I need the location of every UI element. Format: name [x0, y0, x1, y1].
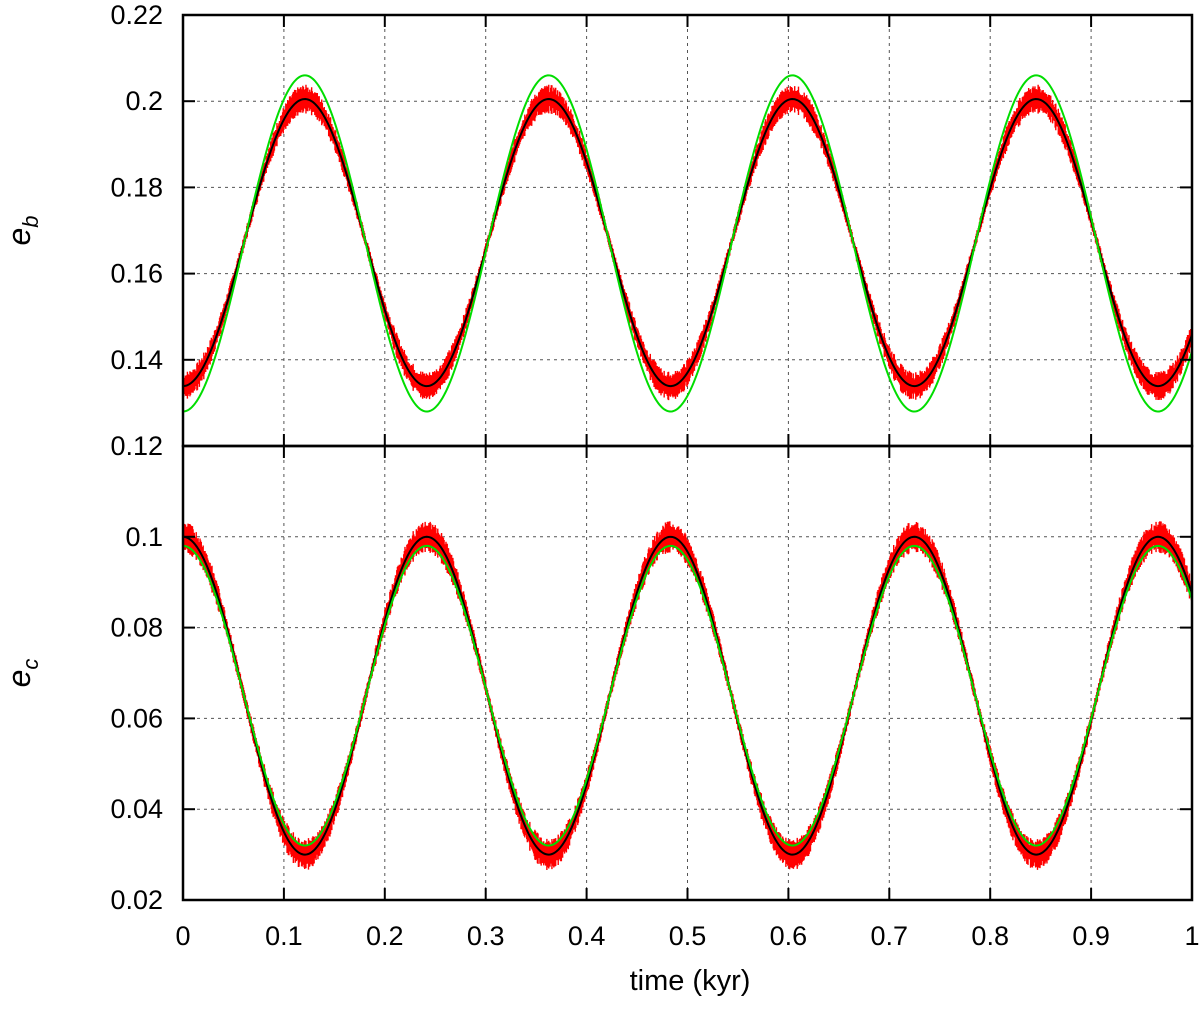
y-tick-label-top: 0.22 [110, 0, 163, 30]
y-tick-label-top: 0.12 [110, 431, 163, 461]
panel-bottom: 0.02 0.04 0.06 0.08 0.1 0 0.1 0.2 0.3 0.4 0.5 0.6 0.… [1, 444, 1200, 951]
y-tick-label-top: 0.2 [125, 86, 163, 116]
x-tick-label: 0 [175, 921, 190, 951]
y-axis-label-bottom: ec [1, 659, 43, 688]
panel-top: 0.12 0.14 0.16 0.18 0.2 0.22 eb [1, 0, 1194, 461]
y-tick-label-bottom: 0.1 [125, 522, 163, 552]
x-tick-label: 0.1 [265, 921, 303, 951]
y-axis-label-top: eb [1, 215, 43, 245]
y-tick-label-bottom: 0.02 [110, 885, 163, 915]
x-tick-label: 0.3 [467, 921, 505, 951]
x-tick-label: 0.7 [871, 921, 909, 951]
x-tick-label: 1 [1184, 921, 1199, 951]
y-tick-label-top: 0.14 [110, 345, 163, 375]
x-tick-label: 0.5 [669, 921, 707, 951]
x-tick-label: 0.4 [568, 921, 606, 951]
y-axis-label-subscript-top: b [18, 215, 43, 227]
x-tick-label: 0.2 [366, 921, 404, 951]
y-axis-label-main-bottom: e [1, 670, 37, 688]
x-tick-label: 0.6 [770, 921, 808, 951]
y-axis-label-subscript-bottom: c [18, 659, 43, 670]
series-line-bottom-2 [183, 544, 1192, 847]
y-tick-label-bottom: 0.06 [110, 703, 163, 733]
x-tick-label: 0.8 [971, 921, 1009, 951]
series-group-top [183, 74, 1192, 413]
y-tick-label-bottom: 0.04 [110, 794, 163, 824]
y-tick-label-bottom: 0.08 [110, 613, 163, 643]
y-tick-label-top: 0.16 [110, 259, 163, 289]
y-axis-label-main-top: e [1, 228, 37, 246]
series-line-top-2 [183, 74, 1192, 413]
series-group-bottom [183, 521, 1192, 870]
y-tick-label-top: 0.18 [110, 172, 163, 202]
series-line-top-1 [183, 98, 1192, 388]
x-tick-label: 0.9 [1072, 921, 1110, 951]
x-axis-label: time (kyr) [630, 965, 751, 997]
